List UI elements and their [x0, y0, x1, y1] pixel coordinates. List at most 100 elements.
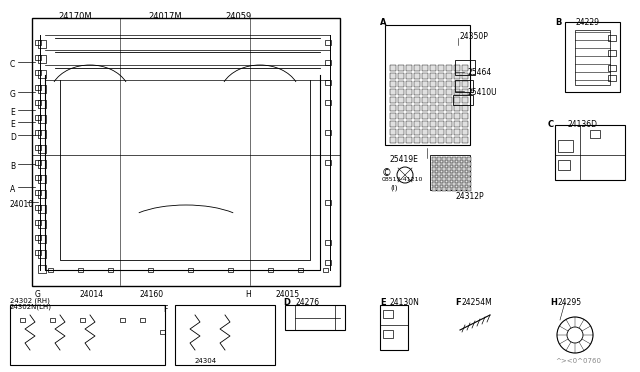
Bar [454, 81, 460, 87]
Bar [406, 73, 412, 79]
Bar [462, 113, 468, 119]
Bar [555, 125, 625, 180]
Bar [422, 97, 428, 103]
Bar [462, 105, 468, 111]
Bar [455, 60, 475, 75]
Bar [438, 81, 444, 87]
Bar [38, 205, 46, 213]
Text: 24010: 24010 [10, 200, 34, 209]
Bar [452, 177, 456, 181]
Bar [437, 162, 441, 166]
Bar [398, 113, 404, 119]
Bar [453, 95, 473, 105]
Text: 24295: 24295 [558, 298, 582, 307]
Bar [414, 137, 420, 143]
Text: ^><0^0760: ^><0^0760 [555, 358, 601, 364]
Bar [457, 172, 461, 176]
Bar [406, 137, 412, 143]
Text: 24254M: 24254M [462, 298, 493, 307]
Bar [608, 50, 616, 56]
Bar [467, 167, 471, 171]
Bar [422, 73, 428, 79]
Bar [446, 121, 452, 127]
Bar [462, 81, 468, 87]
Bar [35, 130, 41, 135]
Text: ©: © [382, 168, 392, 178]
Bar [447, 162, 451, 166]
Bar [462, 137, 468, 143]
Bar [422, 89, 428, 95]
Bar [414, 121, 420, 127]
Bar [35, 100, 41, 105]
Bar [447, 167, 451, 171]
Bar [268, 268, 273, 272]
Bar [446, 73, 452, 79]
Bar [325, 80, 331, 85]
Bar [38, 55, 46, 63]
Bar [38, 190, 46, 198]
Bar [398, 65, 404, 71]
Bar [467, 157, 471, 161]
Bar [32, 18, 340, 286]
Bar [447, 157, 451, 161]
Bar [325, 100, 331, 105]
Text: 24302 (RH): 24302 (RH) [10, 297, 50, 304]
Bar [325, 260, 331, 265]
Bar [120, 318, 125, 322]
Bar [432, 187, 436, 191]
Bar [175, 305, 275, 365]
Bar [414, 97, 420, 103]
Bar [467, 177, 471, 181]
Bar [390, 105, 396, 111]
Bar [437, 172, 441, 176]
Bar [160, 330, 165, 334]
Bar [38, 175, 46, 183]
Bar [467, 187, 471, 191]
Bar [10, 305, 165, 365]
Text: A: A [10, 185, 15, 194]
Bar [38, 250, 46, 258]
Bar [430, 155, 470, 190]
Bar [414, 129, 420, 135]
Bar [228, 268, 233, 272]
Bar [565, 22, 620, 92]
Bar [442, 157, 446, 161]
Bar [398, 129, 404, 135]
Bar [438, 105, 444, 111]
Text: 25410U: 25410U [468, 88, 498, 97]
Bar [148, 268, 153, 272]
Bar [38, 265, 46, 273]
Bar [438, 137, 444, 143]
Bar [462, 162, 466, 166]
Bar [430, 137, 436, 143]
Bar [390, 73, 396, 79]
Bar [430, 81, 436, 87]
Bar [422, 113, 428, 119]
Bar [140, 318, 145, 322]
Bar [414, 65, 420, 71]
Bar [457, 162, 461, 166]
Bar [446, 113, 452, 119]
Bar [454, 65, 460, 71]
Text: A: A [380, 18, 387, 27]
Bar [457, 177, 461, 181]
Bar [455, 80, 473, 92]
Text: 24229: 24229 [575, 18, 599, 27]
Bar [78, 268, 83, 272]
Bar [48, 268, 53, 272]
Bar [446, 65, 452, 71]
Bar [385, 25, 470, 145]
Bar [590, 130, 600, 138]
Bar [467, 162, 471, 166]
Bar [398, 121, 404, 127]
Bar [422, 105, 428, 111]
Bar [438, 89, 444, 95]
Bar [35, 220, 41, 225]
Text: 24130N: 24130N [390, 298, 420, 307]
Bar [446, 97, 452, 103]
Bar [438, 65, 444, 71]
Bar [447, 172, 451, 176]
Bar [398, 73, 404, 79]
Bar [442, 162, 446, 166]
Bar [35, 70, 41, 75]
